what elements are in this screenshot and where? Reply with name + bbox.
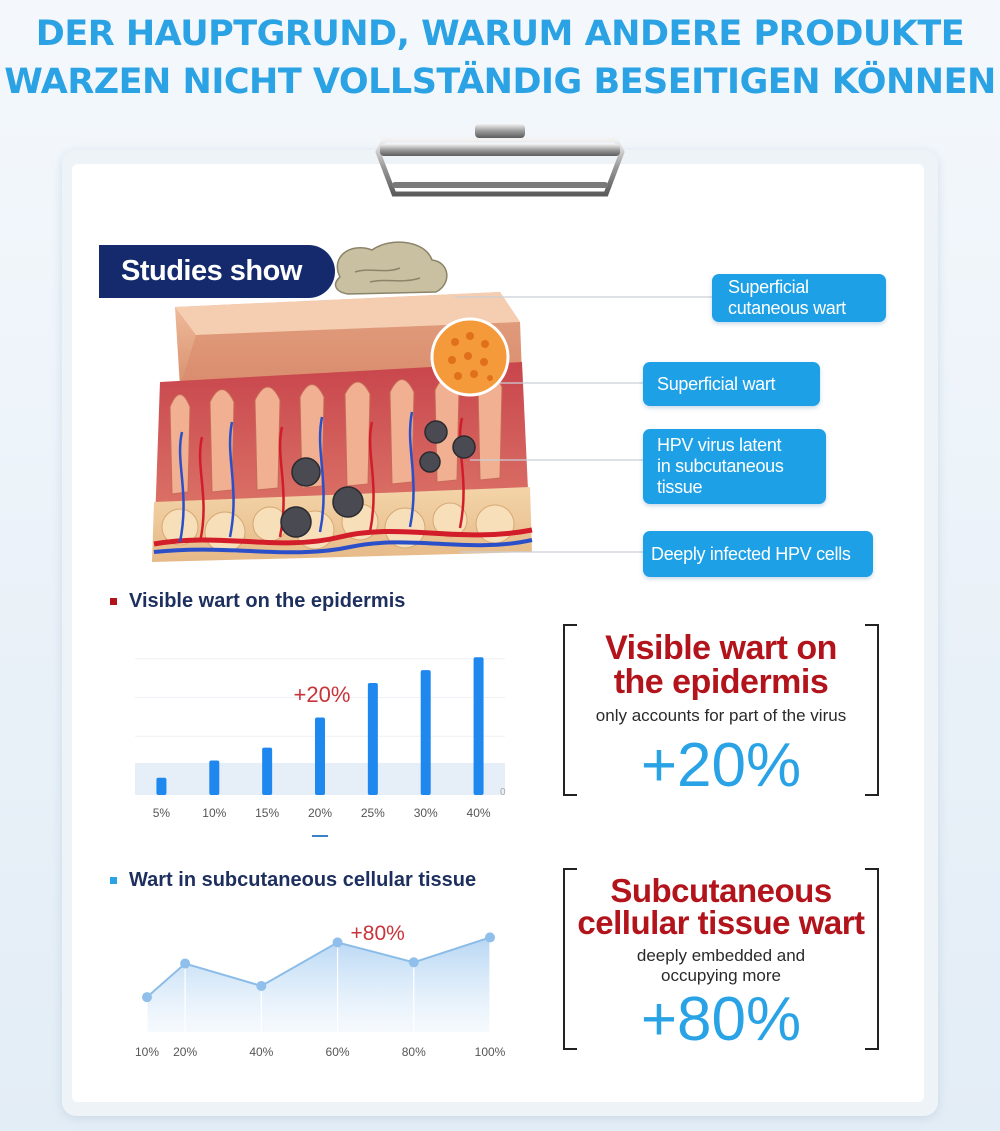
label-line: in subcutaneous [657,456,784,476]
label-superficial-cutaneous-wart: Superficial cutaneous wart [712,274,886,322]
label-hpv-virus-latent: HPV virus latent in subcutaneous tissue [643,429,826,504]
label-line: Superficial wart [657,373,776,394]
label-line: cutaneous wart [728,298,846,318]
label-line: HPV virus latent [657,435,782,455]
headline-line-2: WARZEN NICHT VOLLSTÄNDIG BESEITIGEN KÖNN… [4,62,996,102]
section1-title-text: Visible wart on the epidermis [129,590,406,612]
area-x-tick-label: 20% [173,1045,197,1059]
bar-25% [367,683,378,795]
bar-5% [156,777,167,795]
section2-summary-box: Subcutaneous cellular tissue wart deeply… [563,868,879,1054]
headline-line-1: DER HAUPTGRUND, WARUM ANDERE PRODUKTE [35,14,965,54]
area-point-10% [142,992,152,1003]
bar-40% [473,657,484,795]
right-bracket [865,624,879,796]
section2-box-title-2: cellular tissue wart [577,904,865,941]
bar-x-tick-label: 10% [202,806,226,820]
bar-15% [262,747,273,795]
chart-scroll-indicator [312,835,328,837]
bar-chart: 5% 10% 15% 20% 25% 30% 40% 0 +20% [135,657,506,837]
area-point-40% [256,980,267,991]
bar-chart-annotation: +20% [294,682,351,707]
section2-box-title-1: Subcutaneous [610,872,832,909]
section1-box-subtitle: only accounts for part of the virus [595,706,847,725]
area-point-20% [180,958,191,969]
label-line: Deeply infected HPV cells [651,543,851,564]
left-bracket [563,624,577,796]
label-superficial-wart: Superficial wart [643,362,820,406]
label-line: tissue [657,477,703,497]
section2-box-percent: +80% [640,985,802,1054]
section2-title-text: Wart in subcutaneous cellular tissue [129,869,477,891]
right-bracket [865,868,879,1050]
section2-title: Wart in subcutaneous cellular tissue [110,869,476,892]
bar-x-tick-label: 30% [414,806,438,820]
bar-x-tick-label: 15% [255,806,279,820]
section1-box-percent: +20% [640,731,802,800]
section1-summary-box: Visible wart on the epidermis only accou… [563,624,879,800]
bar-x-tick-label: 40% [467,806,491,820]
area-x-tick-label: 40% [249,1045,273,1059]
section2-box-subtitle-1: deeply embedded and [636,946,806,965]
area-x-tick-label: 10% [135,1045,159,1059]
area-point-80% [408,957,419,968]
area-point-60% [332,937,343,948]
clipboard-clip-icon [375,124,625,197]
red-square-icon [110,598,117,605]
area-chart-annotation: +80% [351,922,405,945]
bar-x-tick-label: 25% [361,806,385,820]
area-x-tick-label: 80% [402,1045,426,1059]
area-series-fill [147,937,490,1032]
area-chart: 10% 20% 40% 60% 80% 100% +80% [135,922,506,1059]
area-x-tick-label: 100% [475,1045,506,1059]
bar-30% [420,670,431,795]
studies-show-badge: Studies show [99,245,335,298]
skin-cross-section-illustration [152,241,533,562]
section2-box-subtitle-2: occupying more [660,966,781,985]
area-x-tick-label: 60% [326,1045,350,1059]
bar-x-tick-label: 20% [308,806,332,820]
blue-square-icon [110,877,117,884]
area-series-line [146,936,491,998]
bar-y-tick-label: 0 [500,787,506,798]
section1-box-title-2: the epidermis [613,663,829,701]
section1-title: Visible wart on the epidermis [110,590,405,613]
left-bracket [563,868,577,1050]
area-point-100% [485,932,495,943]
bar-10% [209,760,220,795]
bar-20% [315,717,325,795]
label-deeply-infected-hpv-cells: Deeply infected HPV cells [643,531,873,577]
bar-x-tick-label: 5% [153,806,171,820]
page-headline: DER HAUPTGRUND, WARUM ANDERE PRODUKTE WA… [0,10,1000,106]
section1-box-title-1: Visible wart on [605,629,837,667]
label-line: Superficial [728,277,809,297]
